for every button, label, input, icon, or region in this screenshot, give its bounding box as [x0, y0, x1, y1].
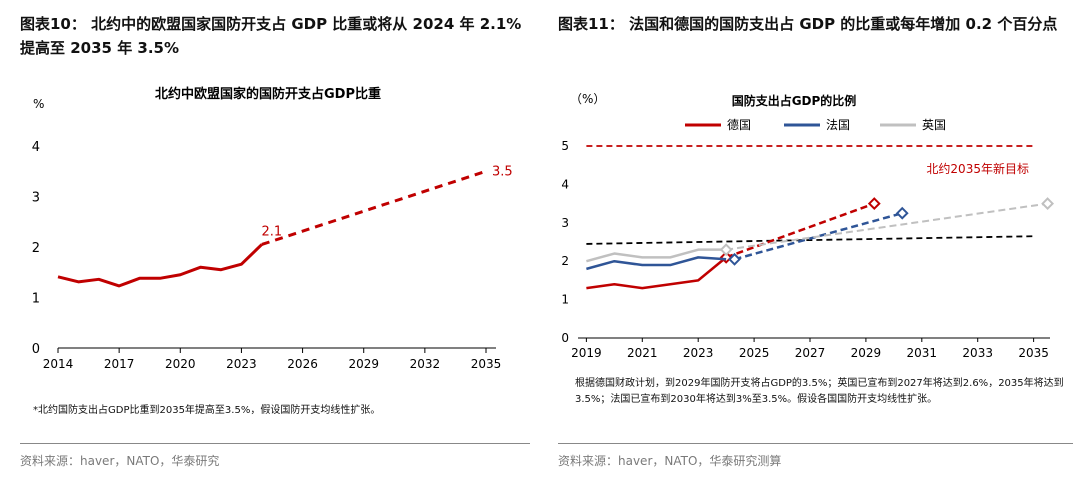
projection-line-uk	[726, 202, 1048, 251]
reference-line	[586, 235, 1034, 245]
y-tick-label: 1	[32, 292, 40, 307]
legend-label: 法国	[826, 118, 850, 132]
x-tick-label: 2014	[43, 357, 74, 371]
x-tick-label: 2020	[165, 357, 196, 371]
x-tick-label: 2029	[348, 357, 379, 371]
marker-france	[895, 206, 909, 220]
y-axis-unit-label: （%）	[570, 92, 605, 106]
data-label: 3.5	[492, 164, 513, 179]
y-tick-label: 3	[561, 216, 569, 230]
projection-line-france	[734, 211, 903, 261]
marker-uk	[719, 243, 733, 257]
divider	[20, 443, 530, 444]
x-tick-label: 2023	[226, 357, 257, 371]
marker-germany	[867, 197, 881, 211]
series-line-france	[586, 256, 727, 271]
x-tick-label: 2019	[571, 346, 602, 360]
series-line-uk	[586, 248, 727, 263]
x-tick-label: 2017	[104, 357, 135, 371]
projection-series-line	[261, 169, 487, 246]
y-tick-label: 5	[561, 139, 569, 153]
x-tick-label: 2026	[287, 357, 318, 371]
y-tick-label: 2	[32, 241, 40, 256]
projection-line-germany	[725, 202, 875, 259]
x-tick-label: 2033	[962, 346, 993, 360]
x-tick-label: 2027	[795, 346, 826, 360]
x-tick-label: 2029	[851, 346, 882, 360]
x-tick-label: 2021	[627, 346, 658, 360]
chart-title: 国防支出占GDP的比例	[732, 93, 857, 108]
data-label: 2.1	[261, 224, 282, 239]
y-tick-label: 3	[32, 191, 40, 206]
left-figure-panel: 图表10： 北约中的欧盟国家国防开支占 GDP 比重或将从 2024 年 2.1…	[0, 0, 530, 479]
x-tick-label: 2035	[1018, 346, 1049, 360]
legend-label: 英国	[922, 118, 946, 132]
source-note: 资料来源：haver，NATO，华泰研究测算	[558, 454, 782, 468]
marker-france	[728, 252, 741, 266]
marker-uk	[1041, 197, 1055, 211]
y-tick-label: 1	[561, 293, 569, 307]
y-tick-label: 0	[32, 342, 40, 357]
divider	[558, 443, 1073, 444]
source-note: 资料来源：haver，NATO，华泰研究	[20, 454, 220, 468]
left-chart: 北约中欧盟国家的国防开支占GDP比重% 0 1 2 3 4 2014 2017 2020 2023…	[32, 86, 513, 371]
figure-title: 图表11： 法国和德国的国防支出占 GDP 的比重或每年增加 0.2 个百分点	[558, 15, 1058, 33]
y-axis-unit-label: %	[33, 97, 44, 111]
target-annotation: 北约2035年新目标	[926, 161, 1029, 176]
right-figure-panel: 图表11： 法国和德国的国防支出占 GDP 的比重或每年增加 0.2 个百分点 …	[550, 0, 1080, 479]
x-tick-label: 2032	[410, 357, 441, 371]
y-tick-label: 0	[561, 331, 569, 345]
y-tick-label: 2	[561, 254, 569, 268]
y-tick-label: 4	[561, 177, 569, 191]
historical-series-line	[57, 243, 263, 288]
chart-title: 北约中欧盟国家的国防开支占GDP比重	[155, 86, 381, 102]
series-line-germany	[586, 256, 727, 290]
y-tick-label: 4	[32, 140, 40, 155]
figure-title: 图表10： 北约中的欧盟国家国防开支占 GDP 比重或将从 2024 年 2.1…	[20, 15, 522, 57]
legend-label: 德国	[727, 117, 751, 132]
x-tick-label: 2031	[907, 346, 938, 360]
x-tick-label: 2035	[471, 357, 502, 371]
x-tick-label: 2023	[683, 346, 714, 360]
chart-footnote: *北约国防支出占GDP比重到2035年提高至3.5%，假设国防开支均线性扩张。	[33, 405, 381, 416]
x-tick-label: 2025	[739, 346, 770, 360]
chart-footnote: 根据德国财政计划，到2029年国防开支将占GDP的3.5%；英国已宣布到2027…	[575, 378, 1064, 405]
